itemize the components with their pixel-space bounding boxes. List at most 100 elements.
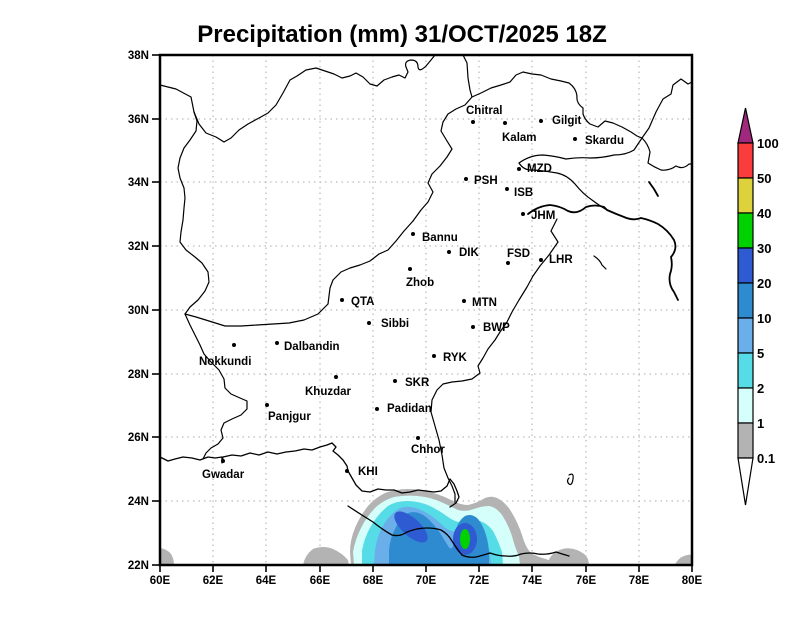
lon-tick-label: 80E <box>682 575 703 587</box>
city-label: PSH <box>474 175 498 187</box>
city-dot <box>539 119 543 123</box>
city-dot <box>573 137 577 141</box>
colorbar-segment <box>737 247 754 284</box>
colorbar-value-label: 10 <box>757 311 771 326</box>
city-dot <box>393 379 397 383</box>
ladakh-river-mark <box>648 181 659 197</box>
lat-tick-label: 26N <box>128 432 149 444</box>
city-dot <box>471 325 475 329</box>
lon-tick-label: 68E <box>363 575 384 587</box>
colorbar-segment <box>737 142 754 179</box>
lon-tick-label: 66E <box>310 575 331 587</box>
city-label: Nokkundi <box>199 356 251 368</box>
colorbar-segment <box>737 212 754 249</box>
lon-tick-label: 70E <box>416 575 437 587</box>
iran-afghanistan-border <box>177 111 210 315</box>
india-pakistan-border <box>430 218 559 503</box>
colorbar-segment <box>737 352 754 389</box>
durand-line-north <box>412 54 473 222</box>
afghanistan-north-border <box>193 54 436 143</box>
colorbar-bottom-arrow <box>737 457 754 506</box>
city-label: ISB <box>514 187 533 199</box>
city-label: Gwadar <box>202 469 245 481</box>
lon-tick-label: 60E <box>150 575 171 587</box>
colorbar-segment <box>737 282 754 319</box>
colorbar-segment <box>737 317 754 354</box>
colorbar-value-label: 100 <box>757 136 779 151</box>
northeast-border-southeast <box>641 137 693 171</box>
city-dot <box>411 232 415 236</box>
precip-shading <box>160 489 692 565</box>
river-hook-near-lahore <box>593 255 607 270</box>
kashmir-valley-north <box>518 137 643 164</box>
lon-tick-label: 74E <box>522 575 543 587</box>
city-label: Kalam <box>502 132 537 144</box>
city-label: Bannu <box>422 232 458 244</box>
city-label: Padidan <box>387 403 432 415</box>
city-dot <box>265 403 269 407</box>
city-dot <box>517 167 521 171</box>
city-dot <box>345 469 349 473</box>
lat-tick-label: 24N <box>128 496 149 508</box>
lon-tick-label: 62E <box>203 575 224 587</box>
city-label: Dalbandin <box>284 341 340 353</box>
iran-turkmenistan-border <box>159 84 195 113</box>
indus-delta-creeks <box>347 505 463 556</box>
lat-tick-label: 32N <box>128 241 149 253</box>
northeast-border-up <box>641 78 693 139</box>
colorbar-value-label: 2 <box>757 381 764 396</box>
precip-30mm-core <box>460 529 470 549</box>
lat-tick-label: 30N <box>128 305 149 317</box>
city-dot <box>505 187 509 191</box>
city-label: QTA <box>351 296 374 308</box>
city-label: RYK <box>443 352 468 364</box>
precip-gray-southwest-corner <box>160 548 174 565</box>
karakoram-north-border <box>471 71 643 139</box>
city-dot <box>375 407 379 411</box>
city-label: Sibbi <box>381 318 409 330</box>
lat-tick-label: 22N <box>128 560 149 572</box>
city-label: FSD <box>507 248 530 260</box>
city-dot <box>334 375 338 379</box>
kutch-coast <box>461 551 570 558</box>
lake-squiggle <box>566 473 574 486</box>
lon-tick-label: 78E <box>629 575 650 587</box>
city-label: Panjgur <box>268 411 311 423</box>
jammu-border <box>527 204 679 301</box>
city-label: LHR <box>549 254 573 266</box>
kashmir-valley-south <box>518 162 608 211</box>
city-dot <box>539 258 543 262</box>
city-label: Zhob <box>406 277 434 289</box>
city-label: SKR <box>405 377 430 389</box>
city-label: MZD <box>527 163 552 175</box>
city-dot <box>464 177 468 181</box>
lon-tick-label: 76E <box>576 575 597 587</box>
city-label: Chhor <box>411 444 445 456</box>
precip-gray-west-patch <box>303 547 349 565</box>
precip-20mm-west-core <box>394 511 428 543</box>
precip-gray-east-mound <box>547 548 589 565</box>
colorbar-top-arrow <box>737 107 754 144</box>
lat-tick-label: 28N <box>128 369 149 381</box>
country-borders <box>159 54 693 558</box>
lon-tick-label: 64E <box>256 575 277 587</box>
city-dot <box>506 261 510 265</box>
city-dot <box>471 120 475 124</box>
colorbar-value-label: 1 <box>757 416 764 431</box>
city-dot <box>408 267 412 271</box>
iran-pakistan-border <box>184 313 248 460</box>
colorbar-segment <box>737 387 754 424</box>
coastline <box>159 442 460 508</box>
colorbar-value-label: 0.1 <box>757 451 775 466</box>
city-label: Khuzdar <box>305 386 352 398</box>
lon-tick-label: 72E <box>469 575 490 587</box>
city-label: MTN <box>472 297 497 309</box>
city-dot <box>503 121 507 125</box>
graticule-grid <box>160 55 692 565</box>
lat-tick-label: 34N <box>128 177 149 189</box>
colorbar-value-label: 30 <box>757 241 771 256</box>
city-dot <box>432 354 436 358</box>
colorbar-value-label: 20 <box>757 276 771 291</box>
